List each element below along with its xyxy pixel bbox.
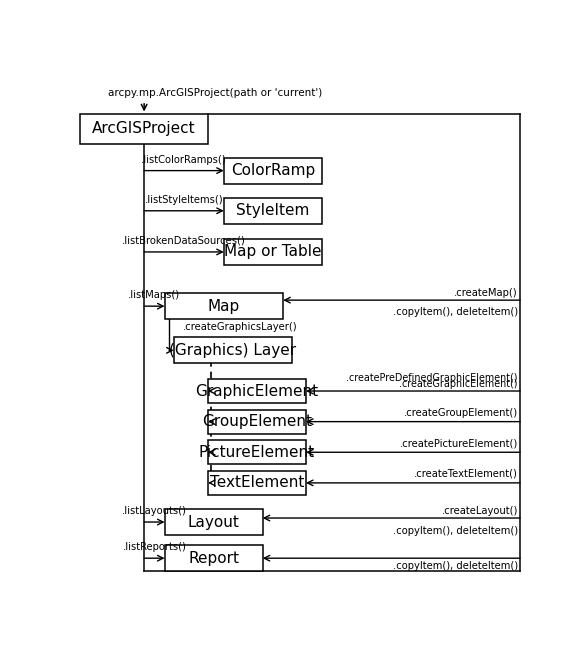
Text: GroupElement: GroupElement [202, 414, 312, 429]
Text: .copyItem(), deleteItem(): .copyItem(), deleteItem() [393, 526, 518, 536]
Text: Layout: Layout [188, 514, 239, 529]
Text: .listBrokenDataSources(): .listBrokenDataSources() [122, 236, 246, 246]
Bar [208, 379, 306, 403]
Text: PictureElement: PictureElement [199, 445, 315, 460]
Text: StyleItem: StyleItem [236, 203, 309, 218]
Text: .listColorRamps(): .listColorRamps() [141, 155, 227, 164]
Bar [208, 440, 306, 464]
Bar [208, 471, 306, 495]
Bar [165, 293, 283, 319]
Bar [224, 239, 322, 265]
Text: Map or Table: Map or Table [224, 244, 322, 259]
Text: .createMap(): .createMap() [454, 288, 518, 298]
Bar [174, 337, 292, 363]
Text: .listReports(): .listReports() [122, 542, 186, 552]
Text: ColorRamp: ColorRamp [230, 163, 315, 178]
Text: TextElement: TextElement [210, 475, 304, 490]
Text: .createPictureElement(): .createPictureElement() [400, 438, 518, 448]
Text: .createGraphicsLayer(): .createGraphicsLayer() [183, 321, 298, 332]
Text: .copyItem(), deleteItem(): .copyItem(), deleteItem() [393, 307, 518, 317]
Text: .createTextElement(): .createTextElement() [414, 469, 518, 479]
Bar [224, 158, 322, 184]
Text: .createGroupElement(): .createGroupElement() [404, 408, 518, 418]
Bar [224, 198, 322, 224]
Text: .listStyleItems(): .listStyleItems() [145, 195, 223, 205]
Text: .createLayout(): .createLayout() [442, 506, 518, 516]
Text: .copyItem(), deleteItem(): .copyItem(), deleteItem() [393, 561, 518, 570]
Bar [165, 545, 263, 571]
Text: .createPreDefinedGraphicElement(): .createPreDefinedGraphicElement() [346, 373, 518, 383]
Text: GraphicElement: GraphicElement [195, 383, 319, 398]
Text: Report: Report [188, 551, 239, 566]
Text: .listLayouts(): .listLayouts() [122, 506, 187, 516]
Text: (Graphics) Layer: (Graphics) Layer [169, 343, 296, 358]
Text: arcpy.mp.ArcGISProject(path or 'current'): arcpy.mp.ArcGISProject(path or 'current'… [108, 88, 322, 98]
Text: .createGraphicElement(): .createGraphicElement() [399, 379, 518, 389]
Text: .listMaps(): .listMaps() [128, 290, 181, 300]
Bar [81, 114, 208, 143]
Text: ArcGISProject: ArcGISProject [92, 121, 196, 136]
Bar [208, 409, 306, 434]
Text: Map: Map [208, 299, 240, 314]
Bar [165, 509, 263, 535]
